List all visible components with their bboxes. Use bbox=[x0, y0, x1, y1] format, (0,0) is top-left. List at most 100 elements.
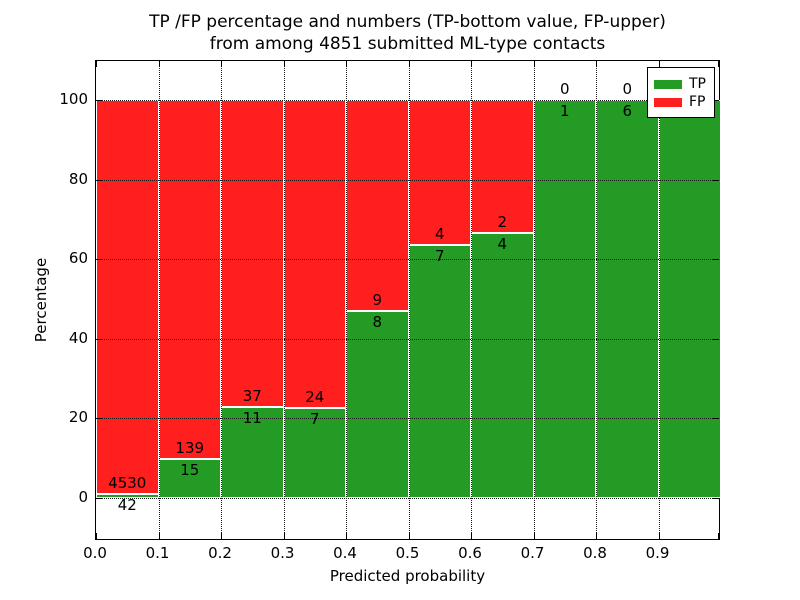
gridline-vertical bbox=[346, 61, 347, 539]
gridline-horizontal bbox=[96, 498, 719, 499]
bar-label-fp: 37 bbox=[242, 386, 262, 405]
legend-label-tp: TP bbox=[689, 76, 706, 92]
bar-label-tp: 7 bbox=[434, 246, 445, 265]
bar-segment-fp bbox=[408, 100, 471, 245]
bar-segment-tp bbox=[658, 100, 721, 498]
legend-swatch-fp-icon bbox=[654, 97, 682, 107]
legend-swatch-tp-icon bbox=[654, 79, 682, 89]
bar-label-tp: 15 bbox=[180, 461, 200, 480]
gridline-vertical bbox=[596, 61, 597, 539]
bar-label-fp: 0 bbox=[559, 80, 570, 98]
x-tick-label: 0.4 bbox=[333, 544, 357, 562]
bar-segment-tp bbox=[283, 408, 346, 498]
bar-label-fp: 4 bbox=[434, 224, 445, 243]
bar-label-fp: 139 bbox=[175, 439, 205, 458]
chart-title-line1: TP /FP percentage and numbers (TP-bottom… bbox=[149, 12, 666, 32]
bar-label-tp: 1 bbox=[559, 102, 570, 120]
bar-label-tp: 4 bbox=[497, 234, 508, 253]
x-tick-mark bbox=[158, 61, 160, 67]
y-tick-label: 40 bbox=[68, 328, 88, 347]
x-tick-mark bbox=[346, 61, 347, 67]
x-tick-mark bbox=[471, 61, 472, 67]
bar-segment-fp bbox=[471, 100, 534, 233]
x-tick-mark bbox=[471, 533, 472, 539]
x-tick-mark bbox=[658, 533, 660, 539]
y-tick-label: 20 bbox=[68, 408, 88, 427]
bar-label-tp: 6 bbox=[622, 102, 633, 120]
y-tick-mark bbox=[96, 338, 102, 340]
gridline-vertical bbox=[408, 61, 410, 539]
x-tick-mark bbox=[658, 61, 660, 67]
bar-label-fp: 0 bbox=[622, 80, 633, 98]
x-tick-label: 0.5 bbox=[395, 544, 420, 562]
bar-label-fp: 4530 bbox=[108, 474, 147, 493]
x-tick-mark bbox=[718, 533, 719, 539]
legend-item-tp: TP bbox=[654, 76, 708, 92]
bar-segment-tp bbox=[533, 100, 596, 498]
bar-segment-fp bbox=[283, 100, 346, 409]
y-tick-mark bbox=[713, 418, 719, 420]
x-tick-mark bbox=[718, 61, 719, 67]
bar-segment-tp bbox=[221, 406, 284, 498]
bar-label-tp: 42 bbox=[117, 496, 137, 515]
x-tick-mark bbox=[408, 61, 410, 67]
chart-title-line2: from among 4851 submitted ML-type contac… bbox=[209, 34, 606, 54]
bar-segment-tp bbox=[596, 100, 659, 498]
y-tick-mark bbox=[713, 259, 719, 261]
y-tick-mark bbox=[713, 100, 719, 101]
x-axis-label: Predicted probability bbox=[329, 567, 486, 585]
x-tick-mark bbox=[408, 533, 410, 539]
x-tick-label: 0.6 bbox=[458, 544, 482, 562]
y-tick-label: 0 bbox=[78, 488, 88, 506]
plot-area: 453042139153711247984724010605 TP FP bbox=[95, 60, 721, 540]
x-tick-mark bbox=[283, 61, 285, 67]
x-tick-mark bbox=[158, 533, 160, 539]
x-tick-mark bbox=[533, 61, 535, 67]
bar-segment-tp bbox=[96, 494, 159, 498]
y-tick-mark bbox=[96, 259, 102, 261]
x-tick-mark bbox=[221, 533, 222, 539]
y-axis-label: Percentage bbox=[32, 257, 50, 343]
bar-label-fp: 2 bbox=[497, 212, 508, 231]
y-tick-mark bbox=[96, 100, 102, 101]
x-tick-label: 0.8 bbox=[583, 544, 607, 562]
y-tick-mark bbox=[713, 338, 719, 340]
bar-label-fp: 24 bbox=[305, 388, 325, 407]
gridline-vertical bbox=[471, 61, 472, 539]
bar-label-tp: 11 bbox=[242, 408, 262, 427]
gridline-vertical bbox=[658, 61, 660, 539]
x-tick-mark bbox=[96, 61, 97, 67]
x-tick-mark bbox=[596, 61, 597, 67]
gridline-vertical bbox=[158, 61, 160, 539]
bar-segment-tp bbox=[408, 244, 471, 498]
x-tick-label: 0.3 bbox=[270, 544, 295, 562]
bar-label-tp: 8 bbox=[372, 312, 383, 331]
x-tick-label: 0.7 bbox=[520, 544, 545, 562]
x-tick-mark bbox=[283, 533, 285, 539]
gridline-horizontal bbox=[96, 100, 719, 101]
gridline-vertical bbox=[221, 61, 222, 539]
x-tick-label: 0.2 bbox=[208, 544, 232, 562]
y-tick-mark bbox=[713, 498, 719, 499]
x-tick-mark bbox=[346, 533, 347, 539]
x-tick-mark bbox=[596, 533, 597, 539]
chart-title: TP /FP percentage and numbers (TP-bottom… bbox=[95, 11, 720, 55]
gridline-horizontal bbox=[96, 338, 719, 340]
gridline-horizontal bbox=[96, 259, 719, 261]
y-tick-mark bbox=[96, 179, 102, 181]
legend: TP FP bbox=[647, 67, 715, 118]
y-tick-label: 60 bbox=[68, 249, 88, 268]
bar-segment-fp bbox=[158, 100, 221, 460]
x-tick-label: 0.0 bbox=[83, 544, 107, 562]
gridline-horizontal bbox=[96, 179, 719, 181]
legend-label-fp: FP bbox=[689, 94, 706, 110]
bar-segment-fp bbox=[346, 100, 409, 311]
bar-segment-fp bbox=[221, 100, 284, 407]
legend-item-fp: FP bbox=[654, 94, 708, 110]
gridline-vertical bbox=[533, 61, 535, 539]
bar-segment-tp bbox=[471, 232, 534, 498]
x-tick-mark bbox=[96, 533, 97, 539]
y-tick-label: 80 bbox=[68, 169, 88, 188]
gridline-vertical bbox=[283, 61, 285, 539]
